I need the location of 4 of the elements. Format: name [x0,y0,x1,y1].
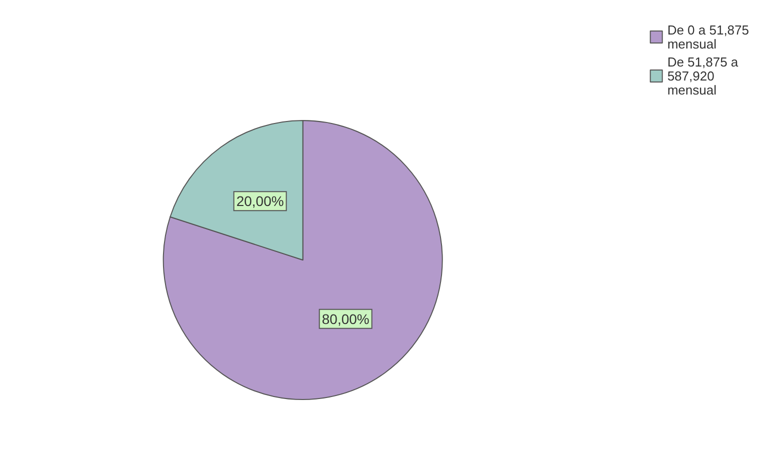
data-label: 80,00% [322,310,370,327]
data-label: 20,00% [236,193,284,210]
legend-label: De 51,875 a 587,920 mensual [667,54,739,98]
legend-label: De 0 a 51,875 mensual [667,22,750,52]
